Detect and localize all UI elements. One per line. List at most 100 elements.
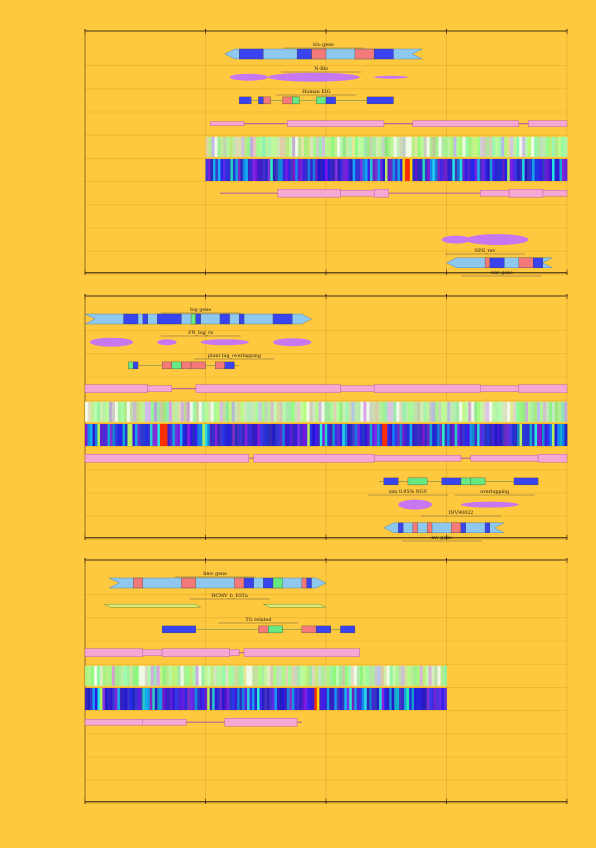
gc-stripe — [507, 137, 510, 157]
fourier-stripe — [295, 159, 298, 181]
fourier-stripe — [555, 159, 558, 181]
feature-caption: N-Blo — [314, 66, 328, 72]
fourier-stripe — [467, 159, 470, 181]
fourier-stripe — [323, 159, 326, 181]
fourier-stripe — [160, 424, 163, 446]
fourier-stripe — [420, 424, 423, 446]
gc-stripe — [384, 402, 387, 422]
gc-stripe — [124, 402, 127, 422]
gc-stripe — [367, 137, 370, 157]
fourier-stripe — [365, 159, 368, 181]
fourier-stripe — [385, 159, 388, 181]
fourier-stripe — [432, 688, 435, 710]
fourier-stripe — [510, 424, 513, 446]
fourier-stripe — [132, 424, 135, 446]
scan-exon — [384, 478, 398, 485]
fourier-stripe — [415, 159, 418, 181]
gc-stripe — [358, 137, 361, 157]
fourier-stripe — [258, 159, 261, 181]
fourier-stripe — [387, 159, 390, 181]
gene-model-blob — [268, 73, 360, 82]
gc-stripe — [403, 137, 406, 157]
fourier-stripe — [147, 688, 150, 710]
fourier-stripe — [165, 424, 168, 446]
gc-stripe — [474, 402, 477, 422]
gc-stripe — [300, 666, 303, 686]
gc-stripe — [394, 137, 397, 157]
feature-caption: NNI_rev — [475, 248, 496, 254]
gc-stripe — [160, 402, 163, 422]
gc-stripe — [319, 137, 322, 157]
est-block — [509, 189, 543, 197]
scan-exon — [316, 97, 326, 104]
gc-stripe — [220, 137, 223, 157]
fourier-stripe — [210, 159, 213, 181]
fourier-stripe — [115, 424, 118, 446]
fourier-stripe — [312, 424, 315, 446]
gc-stripe — [187, 666, 190, 686]
fourier-stripe — [532, 424, 535, 446]
fourier-stripe — [105, 688, 108, 710]
exon-block — [490, 258, 504, 268]
gc-stripe — [390, 402, 393, 422]
fourier-stripe — [195, 688, 198, 710]
fourier-stripe — [355, 159, 358, 181]
fourier-stripe — [482, 424, 485, 446]
gc-stripe — [531, 137, 534, 157]
fourier-stripe — [370, 424, 373, 446]
gc-stripe — [232, 137, 235, 157]
gc-stripe — [462, 137, 465, 157]
fourier-stripe — [122, 424, 125, 446]
fourier-stripe — [237, 688, 240, 710]
scan-exon — [340, 626, 354, 633]
gc-stripe — [402, 402, 405, 422]
gc-stripe — [243, 666, 246, 686]
scan-exon — [514, 478, 538, 485]
fourier-stripe — [400, 424, 403, 446]
fourier-stripe — [540, 159, 543, 181]
fourier-stripe — [227, 424, 230, 446]
gc-stripe — [412, 137, 415, 157]
gc-stripe — [459, 137, 462, 157]
fourier-stripe — [359, 688, 362, 710]
gc-stripe — [283, 402, 286, 422]
fourier-stripe — [177, 688, 180, 710]
gc-stripe — [510, 402, 513, 422]
fourier-stripe — [215, 424, 218, 446]
hcmv-est-feature — [263, 604, 326, 607]
feature-caption: HCMV_b_ESTa — [211, 593, 248, 599]
gc-stripe — [424, 137, 427, 157]
gc-stripe — [169, 666, 172, 686]
fourier-stripe — [180, 688, 183, 710]
fourier-stripe — [390, 159, 393, 181]
gc-stripe — [435, 402, 438, 422]
fourier-stripe — [510, 159, 513, 181]
gc-stripe — [217, 137, 220, 157]
fourier-stripe — [182, 688, 185, 710]
gc-stripe — [205, 402, 208, 422]
gc-stripe — [501, 137, 504, 157]
est-block — [85, 649, 143, 657]
gc-stripe — [244, 137, 247, 157]
gc-stripe — [534, 137, 537, 157]
est-block — [244, 649, 360, 657]
est-block — [196, 385, 341, 393]
fourier-stripe — [367, 688, 370, 710]
fourier-stripe — [279, 688, 282, 710]
fourier-stripe — [217, 424, 220, 446]
exon-block — [302, 578, 307, 588]
gc-stripe — [246, 666, 249, 686]
gc-stripe — [325, 402, 328, 422]
fourier-stripe — [415, 424, 418, 446]
fourier-stripe — [90, 688, 93, 710]
fourier-stripe — [297, 688, 300, 710]
gc-stripe — [85, 666, 88, 686]
gc-stripe — [324, 666, 327, 686]
gc-stripe — [447, 137, 450, 157]
fourier-stripe — [202, 688, 205, 710]
gc-stripe — [417, 402, 420, 422]
fourier-stripe — [120, 688, 123, 710]
fourier-stripe — [322, 424, 325, 446]
gc-stripe — [510, 137, 513, 157]
fourier-stripe — [337, 424, 340, 446]
